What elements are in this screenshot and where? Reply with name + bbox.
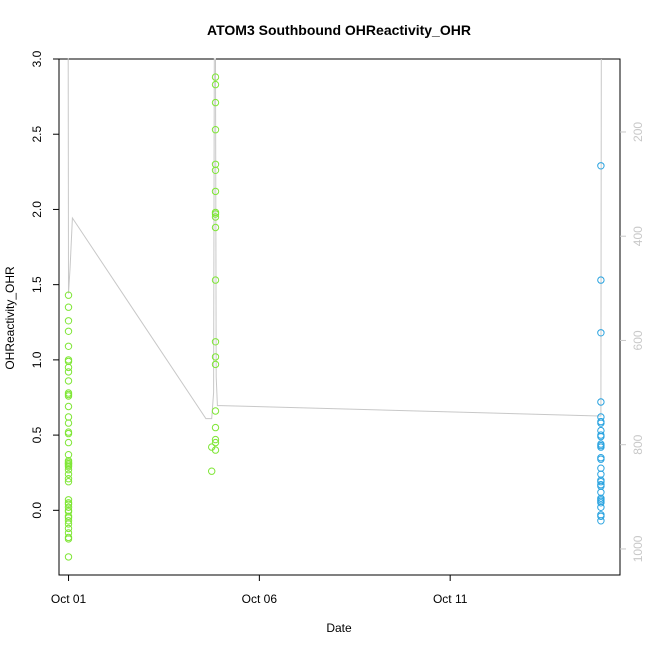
y-tick-label: 1.5: [30, 276, 44, 293]
data-point: [64, 463, 73, 471]
data-point: [64, 533, 73, 542]
data-point: [64, 291, 73, 299]
data-point: [64, 466, 73, 474]
data-point: [597, 431, 605, 439]
secondary-line: [67, 58, 602, 420]
data-point: [211, 73, 220, 81]
y2-tick-label: 1000: [631, 535, 645, 562]
data-point: [597, 276, 605, 284]
data-point: [64, 390, 73, 399]
data-point: [64, 327, 73, 335]
data-point: [64, 517, 73, 525]
data-point: [597, 499, 605, 507]
data-point: [64, 363, 73, 372]
data-point: [64, 413, 73, 421]
y2-tick-label: 400: [631, 226, 645, 246]
data-point: [211, 98, 220, 107]
data-point: [64, 503, 73, 511]
data-point: [64, 470, 73, 478]
data-point: [597, 511, 605, 519]
data-point: [208, 467, 216, 475]
data-point: [597, 419, 605, 427]
data-point: [597, 398, 605, 406]
data-point: [211, 187, 220, 196]
data-point: [64, 478, 73, 486]
data-point: [64, 356, 73, 364]
data-point: [208, 443, 216, 451]
y2-axis: 200 400 600 800 1000: [620, 122, 645, 562]
y-tick-label: 2.5: [30, 126, 44, 143]
y-tick-label: 3.0: [30, 50, 44, 67]
data-point: [597, 443, 605, 451]
data-point: [211, 80, 220, 89]
x-tick-label: Oct 06: [242, 592, 278, 606]
chart-title: ATOM3 Southbound OHReactivity_OHR: [207, 22, 471, 38]
data-point: [211, 338, 220, 346]
data-point: [597, 464, 605, 472]
data-point: [64, 451, 73, 459]
data-point: [64, 368, 73, 376]
y-tick-label: 2.0: [30, 201, 44, 218]
data-point: [211, 353, 220, 361]
data-point: [211, 166, 220, 175]
data-point: [597, 455, 605, 463]
data-point: [64, 402, 73, 411]
data-point: [211, 210, 220, 218]
data-point: [597, 441, 605, 450]
data-point: [597, 482, 605, 490]
data-point: [64, 475, 73, 483]
data-point: [64, 317, 73, 325]
x-axis-label: Date: [326, 621, 352, 635]
data-point: [211, 223, 220, 232]
secondary-line-layer: [67, 58, 602, 420]
y2-tick-label: 800: [631, 434, 645, 454]
x-axis: Oct 01 Oct 06 Oct 11: [51, 575, 468, 606]
data-point: [64, 496, 73, 504]
y2-tick-label: 200: [631, 122, 645, 142]
data-point: [597, 478, 605, 486]
data-point: [597, 488, 605, 496]
data-point: [64, 553, 73, 561]
points-layer: [64, 73, 605, 561]
data-point: [64, 524, 73, 533]
y-tick-label: 1.0: [30, 351, 44, 368]
data-point: [211, 276, 220, 284]
data-point: [597, 162, 605, 170]
data-point: [64, 377, 73, 385]
data-point: [64, 357, 73, 366]
plot-border: [58, 58, 621, 576]
data-point: [211, 438, 220, 447]
x-tick-label: Oct 01: [51, 592, 87, 606]
data-point: [597, 517, 605, 525]
data-point: [64, 303, 73, 311]
data-point: [211, 423, 220, 432]
data-point: [64, 520, 73, 528]
x-tick-label: Oct 11: [433, 592, 468, 606]
y-tick-label: 0.5: [30, 426, 44, 443]
data-point: [64, 392, 73, 400]
plot-frame: [58, 58, 621, 576]
data-point: [64, 438, 73, 447]
data-point: [64, 535, 73, 543]
data-point: [64, 429, 73, 438]
data-point: [211, 213, 220, 221]
data-point: [64, 342, 73, 350]
data-point: [597, 329, 605, 337]
data-point: [597, 432, 605, 441]
data-point: [211, 435, 220, 444]
data-point: [211, 407, 220, 415]
data-point: [64, 428, 73, 436]
data-point: [64, 419, 73, 427]
y-axis-label: OHReactivity_OHR: [3, 266, 17, 370]
data-point: [211, 360, 220, 369]
data-point: [597, 417, 605, 426]
y-axis: 0.0 0.5 1.0 1.5 2.0 2.5 3.0: [30, 50, 59, 519]
data-point: [597, 503, 605, 511]
data-point: [597, 454, 605, 462]
y-tick-label: 0.0: [30, 502, 44, 519]
data-point: [211, 126, 220, 134]
data-point: [597, 470, 605, 478]
y2-tick-label: 600: [631, 330, 645, 350]
